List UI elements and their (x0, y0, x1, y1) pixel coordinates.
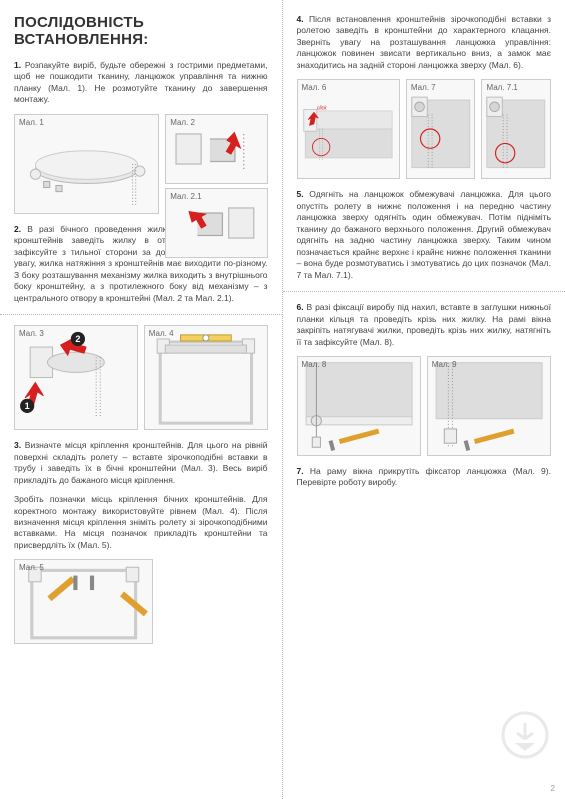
page-number: 2 (551, 784, 555, 793)
figure-7: Мал. 7 (406, 79, 476, 179)
paragraph-6: 6. В разі фіксації виробу під нахил, вст… (297, 302, 552, 348)
figure-7-1: Мал. 7.1 (481, 79, 551, 179)
paragraph-1: 1. Розпакуйте виріб, будьте обережні з г… (14, 60, 268, 106)
figure-row-3-4: Мал. 3 2 1 Мал. 4 (14, 325, 268, 430)
divider-1 (0, 314, 282, 315)
figure-row-5: Мал. 5 (14, 559, 268, 644)
paragraph-7: 7. На раму вікна прикрутіть фіксатор лан… (297, 466, 552, 489)
paragraph-3b: Зробіть позначки місць кріплення бічних … (14, 494, 268, 551)
figure-3: Мал. 3 2 1 (14, 325, 138, 430)
figure-1: Мал. 1 (14, 114, 159, 214)
click-label: click (316, 106, 326, 112)
svg-text:2: 2 (75, 334, 80, 344)
figure-row-1-2: Мал. 1 Мал. 2 (14, 114, 268, 214)
paragraph-4: 4. Після встановлення кронштейнів зірочк… (297, 14, 552, 71)
figure-9: Мал. 9 (427, 356, 551, 456)
figure-2-1: Мал. 2.1 (165, 188, 267, 258)
figure-5: Мал. 5 (14, 559, 153, 644)
left-column: ПОСЛІДОВНІСТЬ ВСТАНОВЛЕННЯ: 1. Розпакуйт… (0, 0, 283, 799)
figure-2: Мал. 2 (165, 114, 267, 184)
paragraph-5: 5. Одягніть на ланцюжок обмежувачі ланцю… (297, 189, 552, 281)
paragraph-3: 3. Визначте місця кріплення кронштейнів.… (14, 440, 268, 486)
main-title: ПОСЛІДОВНІСТЬ ВСТАНОВЛЕННЯ: (14, 14, 268, 48)
watermark-icon (501, 711, 549, 759)
divider-2 (283, 291, 565, 292)
figure-4: Мал. 4 (144, 325, 268, 430)
svg-text:1: 1 (25, 401, 30, 411)
right-column: 4. Після встановлення кронштейнів зірочк… (283, 0, 565, 799)
figure-row-8-9: Мал. 8 Мал. 9 (297, 356, 552, 456)
figure-row-6-7: Мал. 6 click Мал. 7 (297, 79, 552, 179)
figure-6: Мал. 6 click (297, 79, 400, 179)
figure-8: Мал. 8 (297, 356, 421, 456)
